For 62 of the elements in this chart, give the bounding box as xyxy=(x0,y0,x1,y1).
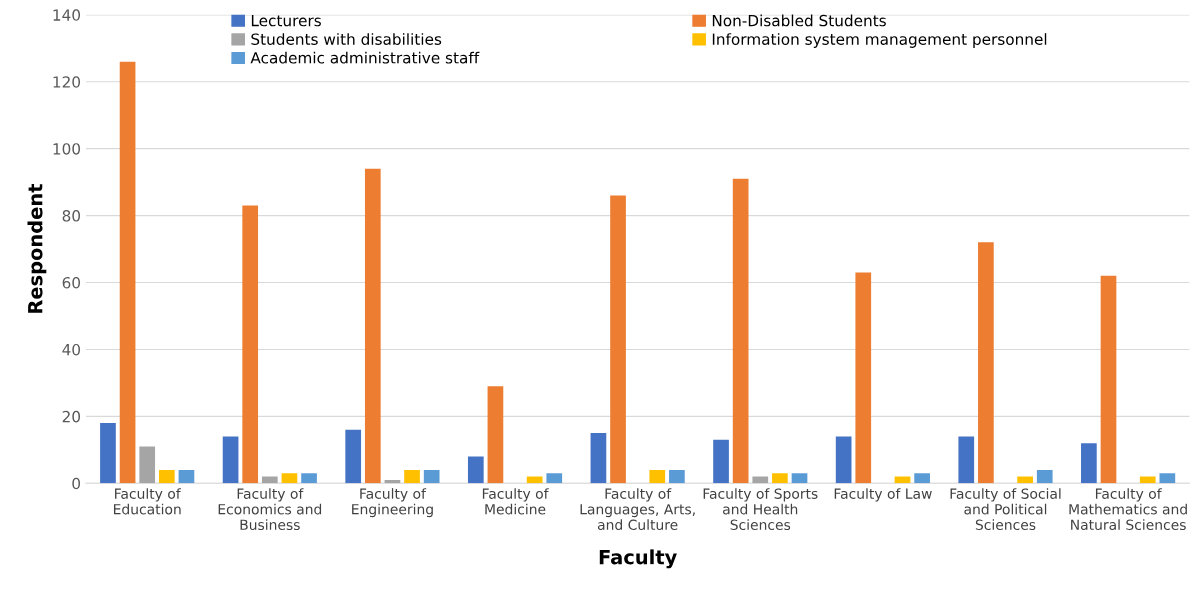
bar xyxy=(713,439,729,484)
bar xyxy=(345,429,362,484)
x-tick-label: Faculty of Mathematics and Natural Sciences xyxy=(1069,488,1187,531)
bar xyxy=(669,469,685,484)
bar xyxy=(752,476,769,484)
bar xyxy=(590,433,607,484)
legend-label: Lecturers xyxy=(251,14,321,27)
legend-label: Non-Disabled Students xyxy=(712,14,886,27)
x-tick-label: Faculty of Sports and Health Sciences xyxy=(703,488,818,531)
bar xyxy=(914,473,930,484)
y-tick-label: 120 xyxy=(53,76,81,88)
y-tick-label: 60 xyxy=(62,276,81,289)
legend-label: Information system management personnel xyxy=(712,33,1047,48)
bar xyxy=(100,423,116,484)
bar xyxy=(1081,443,1097,484)
bar xyxy=(958,436,975,484)
bar xyxy=(1159,473,1176,484)
y-tick-label: 0 xyxy=(72,477,81,490)
bar xyxy=(791,473,808,484)
bar xyxy=(835,436,852,484)
bar xyxy=(732,178,749,484)
bar xyxy=(467,456,484,484)
x-tick-label: Faculty of Medicine xyxy=(482,488,549,515)
bar xyxy=(978,242,994,484)
x-tick-label: Faculty of Law xyxy=(834,488,932,502)
bar xyxy=(178,469,195,484)
bar xyxy=(261,476,278,484)
bar xyxy=(242,205,259,484)
bar xyxy=(1017,476,1033,484)
legend-label: Students with disabilities xyxy=(251,33,442,45)
x-tick-label: Faculty of Social and Political Sciences xyxy=(950,488,1061,531)
bar xyxy=(1139,476,1156,484)
y-tick-label: 20 xyxy=(62,410,81,423)
bar xyxy=(1100,275,1117,484)
bar xyxy=(119,61,136,484)
x-tick-label: Faculty of Education xyxy=(113,488,181,515)
x-tick-label: Faculty of Languages, Arts, and Culture xyxy=(580,488,695,531)
x-tick-label: Faculty of Economics and Business xyxy=(218,488,322,531)
bar xyxy=(546,473,563,484)
bar xyxy=(1036,469,1053,484)
legend-label: Academic administrative staff xyxy=(250,51,480,64)
bar xyxy=(526,476,543,484)
bar xyxy=(404,469,420,484)
bar xyxy=(139,446,156,484)
bar xyxy=(772,473,788,484)
bar xyxy=(855,272,872,484)
bar xyxy=(281,473,298,484)
x-tick-label: Faculty of Engineering xyxy=(352,488,433,518)
bar xyxy=(364,168,381,484)
bar xyxy=(158,469,175,484)
x-axis-title: Faculty xyxy=(599,549,677,569)
bar xyxy=(222,436,239,484)
bar xyxy=(610,195,626,484)
y-tick-label: 80 xyxy=(62,210,81,222)
y-tick-label: 100 xyxy=(53,143,81,155)
bar xyxy=(423,469,440,484)
y-tick-label: 40 xyxy=(62,343,81,356)
bar xyxy=(649,469,666,484)
bar xyxy=(301,473,317,484)
y-axis-title: Respondent xyxy=(27,183,47,313)
y-tick-label: 140 xyxy=(53,9,81,21)
bar xyxy=(487,386,504,484)
